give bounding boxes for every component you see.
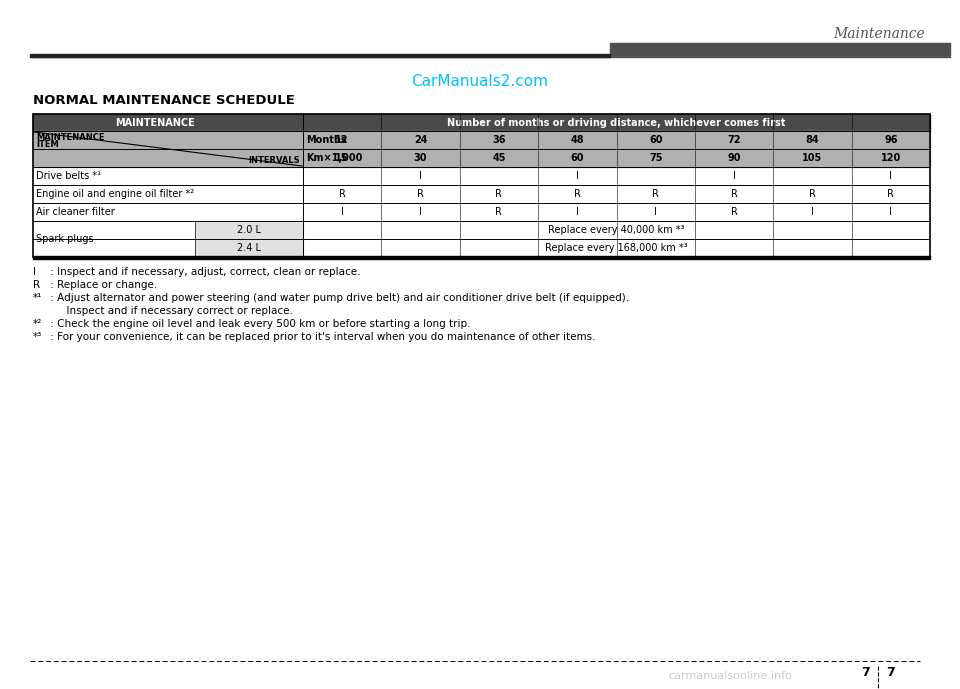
Text: R: R	[339, 189, 346, 199]
Text: MAINTENANCE: MAINTENANCE	[36, 133, 105, 142]
Bar	[33, 114, 303, 131]
Text: Engine oil and engine oil filter *²: Engine oil and engine oil filter *²	[36, 189, 194, 199]
Text: INTERVALS: INTERVALS	[249, 156, 300, 165]
Text: : Inspect and if necessary, adjust, correct, clean or replace.: : Inspect and if necessary, adjust, corr…	[47, 267, 361, 277]
Text: Km×1,000: Km×1,000	[306, 153, 362, 163]
Text: I: I	[420, 207, 422, 217]
Text: 15: 15	[335, 153, 348, 163]
Text: I: I	[889, 207, 892, 217]
Text: 2.0 L: 2.0 L	[237, 225, 261, 235]
Bar	[195, 221, 303, 239]
Text: 120: 120	[880, 153, 900, 163]
Bar	[303, 149, 930, 167]
Bar	[33, 221, 930, 239]
Text: 48: 48	[570, 135, 584, 145]
Text: *²: *²	[33, 319, 42, 329]
Bar	[33, 239, 930, 257]
Bar	[610, 43, 950, 55]
Text: : Adjust alternator and power steering (and water pump drive belt) and air condi: : Adjust alternator and power steering (…	[47, 293, 629, 303]
Text: : For your convenience, it can be replaced prior to it's interval when you do ma: : For your convenience, it can be replac…	[47, 332, 595, 342]
Text: CarManuals2.com: CarManuals2.com	[412, 74, 548, 88]
Text: 7: 7	[861, 666, 870, 679]
Text: Drive belts *¹: Drive belts *¹	[36, 171, 101, 181]
Text: 105: 105	[803, 153, 823, 163]
Text: 2.4 L: 2.4 L	[237, 243, 261, 253]
Text: 60: 60	[570, 153, 584, 163]
Text: R: R	[495, 189, 502, 199]
Text: I: I	[889, 171, 892, 181]
Text: 36: 36	[492, 135, 506, 145]
Text: Spark plugs: Spark plugs	[36, 234, 94, 244]
Bar	[33, 256, 930, 258]
Text: 45: 45	[492, 153, 506, 163]
Text: I: I	[655, 207, 658, 217]
Text: 12: 12	[335, 135, 348, 145]
Text: *¹: *¹	[33, 293, 42, 303]
Text: carmanualsonline.info: carmanualsonline.info	[668, 671, 792, 681]
Text: 24: 24	[414, 135, 427, 145]
Text: R: R	[887, 189, 895, 199]
Text: I: I	[33, 267, 36, 277]
Text: R: R	[809, 189, 816, 199]
Bar	[33, 131, 303, 167]
Text: R: R	[495, 207, 502, 217]
Text: 30: 30	[414, 153, 427, 163]
Bar	[30, 56, 950, 57]
Text: : Check the engine oil level and leak every 500 km or before starting a long tri: : Check the engine oil level and leak ev…	[47, 319, 470, 329]
Text: 75: 75	[649, 153, 662, 163]
Text: 96: 96	[884, 135, 898, 145]
Text: ITEM: ITEM	[36, 140, 59, 149]
Bar	[33, 185, 930, 203]
Text: I: I	[732, 171, 735, 181]
Bar	[303, 114, 930, 131]
Text: I: I	[420, 171, 422, 181]
Text: I: I	[576, 207, 579, 217]
Text: 7: 7	[886, 666, 895, 679]
Bar	[303, 131, 930, 149]
Bar	[33, 167, 930, 185]
Text: : Replace or change.: : Replace or change.	[47, 280, 157, 290]
Text: R: R	[574, 189, 581, 199]
Text: 84: 84	[805, 135, 819, 145]
Text: Air cleaner filter: Air cleaner filter	[36, 207, 115, 217]
Bar	[195, 239, 303, 257]
Text: R: R	[652, 189, 660, 199]
Text: R: R	[33, 280, 40, 290]
Bar	[33, 114, 930, 257]
Text: Maintenance: Maintenance	[833, 27, 925, 41]
Text: 72: 72	[728, 135, 741, 145]
Text: *³: *³	[33, 332, 42, 342]
Text: R: R	[418, 189, 424, 199]
Text: Inspect and if necessary correct or replace.: Inspect and if necessary correct or repl…	[47, 306, 293, 316]
Bar	[30, 54, 610, 57]
Text: I: I	[811, 207, 814, 217]
Text: Replace every 40,000 km *³: Replace every 40,000 km *³	[548, 225, 684, 235]
Text: I: I	[576, 171, 579, 181]
Text: R: R	[731, 189, 737, 199]
Text: MAINTENANCE: MAINTENANCE	[114, 118, 194, 127]
Text: 60: 60	[649, 135, 662, 145]
Text: Replace every 168,000 km *³: Replace every 168,000 km *³	[545, 243, 687, 253]
Text: I: I	[341, 207, 344, 217]
Bar	[33, 203, 930, 221]
Text: NORMAL MAINTENANCE SCHEDULE: NORMAL MAINTENANCE SCHEDULE	[33, 94, 295, 107]
Text: 90: 90	[728, 153, 741, 163]
Text: Number of months or driving distance, whichever comes first: Number of months or driving distance, wh…	[447, 118, 785, 127]
Text: Months: Months	[306, 135, 347, 145]
Text: R: R	[731, 207, 737, 217]
